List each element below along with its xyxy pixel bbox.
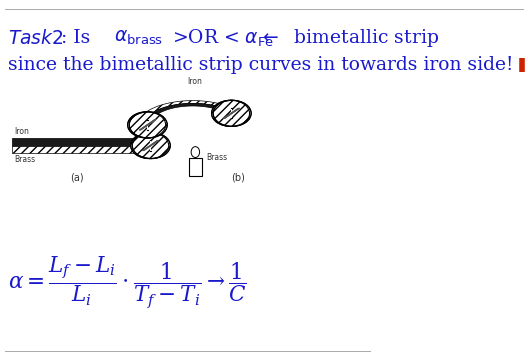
Text: Iron: Iron	[14, 127, 29, 136]
Bar	[231, 108, 232, 118]
Ellipse shape	[191, 147, 200, 157]
Text: Brass: Brass	[206, 153, 227, 162]
Text: (a): (a)	[70, 172, 83, 182]
Text: : Is: : Is	[61, 29, 90, 47]
Ellipse shape	[129, 112, 167, 138]
Text: $\leftarrow$  bimetallic strip: $\leftarrow$ bimetallic strip	[259, 27, 439, 49]
Ellipse shape	[128, 112, 166, 138]
Ellipse shape	[132, 132, 170, 159]
Text: >OR < $\alpha_{\rm Fe}$: >OR < $\alpha_{\rm Fe}$	[172, 28, 274, 49]
Polygon shape	[138, 101, 239, 125]
Text: $\mathit{Task2}$: $\mathit{Task2}$	[8, 29, 63, 47]
Text: (b): (b)	[231, 172, 244, 182]
Bar	[12, 146, 140, 153]
Text: $\alpha = \dfrac{L_f - L_i}{L_i} \cdot \dfrac{1}{T_f - T_i} \rightarrow \dfrac{1: $\alpha = \dfrac{L_f - L_i}{L_i} \cdot \…	[8, 254, 247, 310]
Bar	[189, 158, 202, 176]
Bar	[150, 140, 151, 151]
Polygon shape	[144, 104, 234, 125]
Text: $\alpha_{\rm brass}$: $\alpha_{\rm brass}$	[114, 29, 163, 47]
Text: Brass: Brass	[14, 155, 35, 164]
Text: since the bimetallic strip curves in towards iron side!: since the bimetallic strip curves in tow…	[8, 56, 513, 74]
Bar	[147, 120, 148, 130]
Bar	[12, 138, 140, 146]
Ellipse shape	[213, 100, 251, 126]
Ellipse shape	[212, 100, 250, 126]
Ellipse shape	[130, 132, 169, 159]
Text: Iron: Iron	[187, 77, 202, 86]
